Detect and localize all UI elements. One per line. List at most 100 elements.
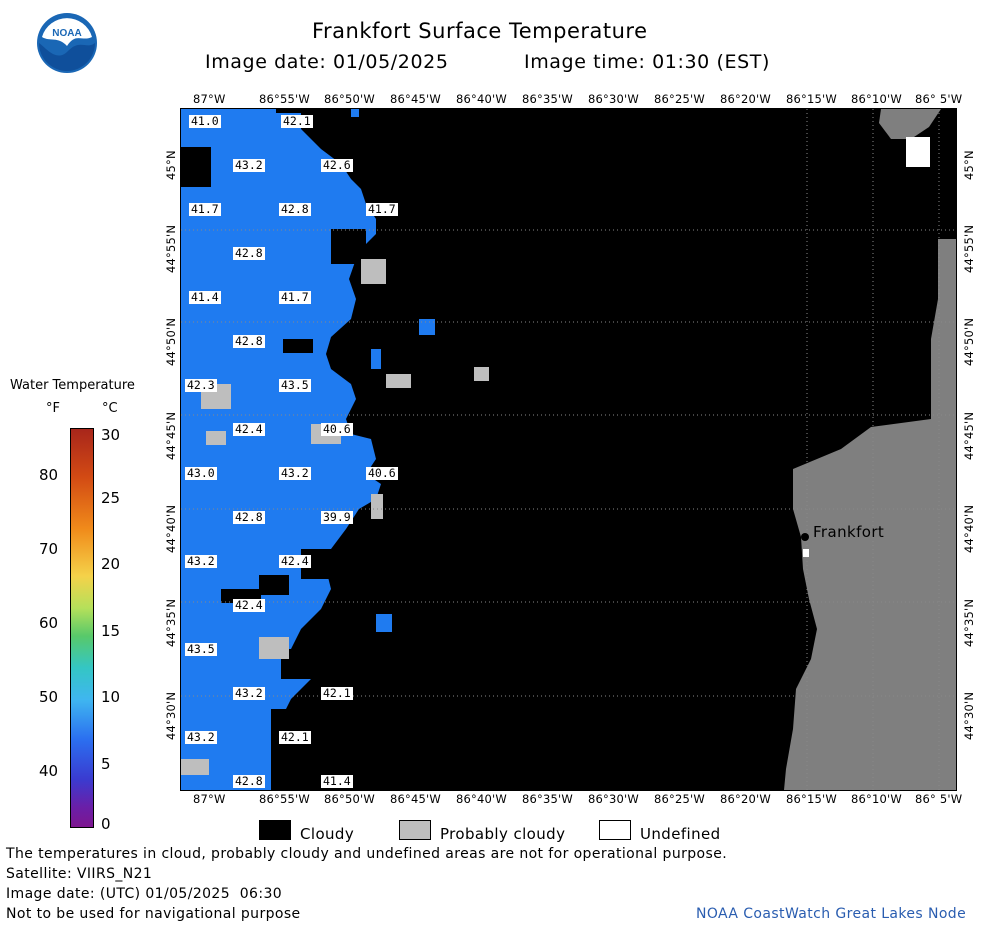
longitude-top-tick-9: 86°15'W bbox=[786, 92, 837, 106]
colorbar-f-tick-1: 70 bbox=[39, 540, 59, 558]
svg-text:NOAA: NOAA bbox=[52, 28, 81, 39]
temperature-label: 42.4 bbox=[233, 422, 265, 436]
longitude-bottom-tick-7: 86°25'W bbox=[654, 792, 705, 806]
temperature-label: 43.2 bbox=[233, 686, 265, 700]
longitude-top-tick-2: 86°50'W bbox=[324, 92, 375, 106]
colorbar-c-tick-2: 20 bbox=[101, 555, 121, 573]
satellite-text: Satellite: VIIRS_N21 bbox=[6, 866, 153, 882]
longitude-top-tick-4: 86°40'W bbox=[456, 92, 507, 106]
colorbar-f-tick-3: 50 bbox=[39, 688, 59, 706]
longitude-top-tick-8: 86°20'W bbox=[720, 92, 771, 106]
colorbar-c-tick-5: 5 bbox=[101, 755, 111, 773]
image-date: Image date: 01/05/2025 bbox=[205, 51, 449, 73]
latitude-left-tick-4: 44°40'N bbox=[164, 504, 178, 553]
temperature-label: 43.2 bbox=[279, 466, 311, 480]
latitude-left-tick-3: 44°45'N bbox=[164, 411, 178, 460]
longitude-bottom-tick-11: 86° 5'W bbox=[915, 792, 963, 806]
utc-date-text: Image date: (UTC) 01/05/2025 06:30 bbox=[6, 886, 283, 902]
temperature-label: 42.1 bbox=[321, 686, 353, 700]
latitude-left-tick-5: 44°35'N bbox=[164, 598, 178, 647]
latitude-left-tick-0: 45°N bbox=[164, 150, 178, 180]
colorbar-c-tick-0: 30 bbox=[101, 426, 121, 444]
temperature-label: 40.6 bbox=[366, 466, 398, 480]
temperature-label: 42.3 bbox=[185, 378, 217, 392]
temperature-label: 41.7 bbox=[189, 202, 221, 216]
longitude-bottom-tick-1: 86°55'W bbox=[259, 792, 310, 806]
colorbar-c-tick-3: 15 bbox=[101, 622, 121, 640]
latitude-right-tick-6: 44°30'N bbox=[962, 691, 976, 740]
temperature-label: 43.2 bbox=[185, 730, 217, 744]
longitude-bottom-tick-2: 86°50'W bbox=[324, 792, 375, 806]
longitude-top-tick-11: 86° 5'W bbox=[915, 92, 963, 106]
temperature-label: 42.8 bbox=[233, 774, 265, 788]
temperature-label: 42.4 bbox=[279, 554, 311, 568]
latitude-right-tick-2: 44°50'N bbox=[962, 317, 976, 366]
temperature-label: 42.4 bbox=[233, 598, 265, 612]
place-label-frankfort: Frankfort bbox=[813, 523, 885, 541]
temperature-label: 42.8 bbox=[233, 246, 265, 260]
unit-fahrenheit: °F bbox=[46, 401, 60, 416]
longitude-bottom-tick-9: 86°15'W bbox=[786, 792, 837, 806]
credit-link[interactable]: NOAA CoastWatch Great Lakes Node bbox=[696, 906, 967, 922]
surface-temperature-map: Frankfort 41.0 42.1 43.2 42.6 41.7 42.8 41.7 42… bbox=[180, 108, 957, 791]
temperature-label: 42.1 bbox=[281, 114, 313, 128]
longitude-bottom-tick-5: 86°35'W bbox=[522, 792, 573, 806]
temperature-label: 40.6 bbox=[321, 422, 353, 436]
latitude-right-tick-5: 44°35'N bbox=[962, 598, 976, 647]
temperature-label: 41.0 bbox=[189, 114, 221, 128]
longitude-top-tick-10: 86°10'W bbox=[851, 92, 902, 106]
colorbar-c-tick-6: 0 bbox=[101, 815, 111, 833]
longitude-bottom-tick-0: 87°W bbox=[193, 792, 226, 806]
map-title: Frankfort Surface Temperature bbox=[312, 19, 648, 43]
legend-probably-cloudy-label: Probably cloudy bbox=[440, 825, 566, 843]
colorbar-c-tick-4: 10 bbox=[101, 688, 121, 706]
temperature-label: 43.5 bbox=[185, 642, 217, 656]
longitude-top-tick-6: 86°30'W bbox=[588, 92, 639, 106]
longitude-bottom-tick-3: 86°45'W bbox=[390, 792, 441, 806]
legend-cloudy-label: Cloudy bbox=[300, 825, 355, 843]
longitude-top-tick-5: 86°35'W bbox=[522, 92, 573, 106]
colorbar-title: Water Temperature bbox=[10, 378, 135, 393]
temperature-label: 41.4 bbox=[189, 290, 221, 304]
colorbar-f-tick-0: 80 bbox=[39, 466, 59, 484]
legend-undefined-label: Undefined bbox=[640, 825, 721, 843]
temperature-label: 41.7 bbox=[279, 290, 311, 304]
colorbar-f-tick-4: 40 bbox=[39, 762, 59, 780]
land-area bbox=[784, 239, 956, 790]
disclaimer-text: The temperatures in cloud, probably clou… bbox=[6, 846, 728, 862]
legend-cloudy-swatch bbox=[259, 820, 291, 840]
noaa-logo: NOAA bbox=[36, 12, 98, 74]
temperature-label: 43.2 bbox=[233, 158, 265, 172]
longitude-bottom-tick-4: 86°40'W bbox=[456, 792, 507, 806]
temperature-label: 42.6 bbox=[321, 158, 353, 172]
latitude-left-tick-1: 44°55'N bbox=[164, 224, 178, 273]
temperature-label: 41.7 bbox=[366, 202, 398, 216]
image-time: Image time: 01:30 (EST) bbox=[524, 51, 771, 73]
temperature-label: 42.1 bbox=[279, 730, 311, 744]
longitude-top-tick-0: 87°W bbox=[193, 92, 226, 106]
temperature-label: 43.5 bbox=[279, 378, 311, 392]
unit-celsius: °C bbox=[102, 401, 118, 416]
temperature-label: 42.8 bbox=[279, 202, 311, 216]
temperature-label: 43.2 bbox=[185, 554, 217, 568]
longitude-top-tick-7: 86°25'W bbox=[654, 92, 705, 106]
temperature-label: 39.9 bbox=[321, 510, 353, 524]
legend-probably-cloudy-swatch bbox=[399, 820, 431, 840]
water-temperature-area bbox=[181, 109, 381, 790]
temperature-label: 42.8 bbox=[233, 510, 265, 524]
navigation-warning: Not to be used for navigational purpose bbox=[6, 906, 301, 922]
temperature-label: 42.8 bbox=[233, 334, 265, 348]
latitude-left-tick-2: 44°50'N bbox=[164, 317, 178, 366]
temperature-label: 41.4 bbox=[321, 774, 353, 788]
latitude-right-tick-0: 45°N bbox=[962, 150, 976, 180]
longitude-bottom-tick-10: 86°10'W bbox=[851, 792, 902, 806]
latitude-right-tick-3: 44°45'N bbox=[962, 411, 976, 460]
latitude-right-tick-4: 44°40'N bbox=[962, 504, 976, 553]
longitude-top-tick-1: 86°55'W bbox=[259, 92, 310, 106]
colorbar-f-tick-2: 60 bbox=[39, 614, 59, 632]
legend-undefined-swatch bbox=[599, 820, 631, 840]
colorbar-c-tick-1: 25 bbox=[101, 489, 121, 507]
colorbar bbox=[70, 428, 94, 828]
longitude-bottom-tick-6: 86°30'W bbox=[588, 792, 639, 806]
longitude-bottom-tick-8: 86°20'W bbox=[720, 792, 771, 806]
